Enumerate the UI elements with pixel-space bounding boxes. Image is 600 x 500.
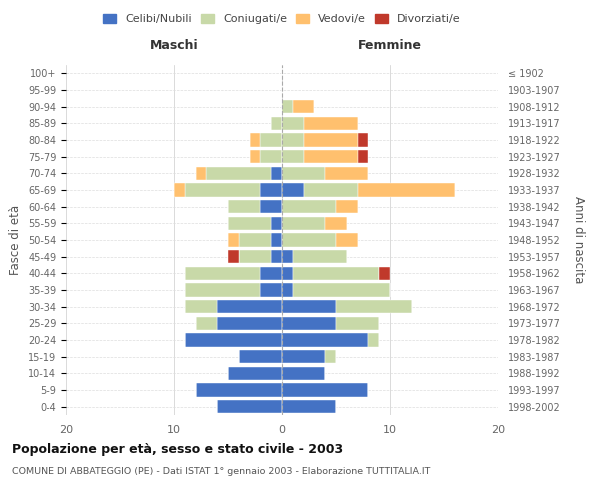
Bar: [185, 334, 282, 346]
Bar: [228, 250, 239, 264]
Bar: [196, 316, 217, 330]
Bar: [282, 250, 293, 264]
Bar: [282, 116, 304, 130]
Bar: [304, 134, 358, 146]
Bar: [282, 350, 325, 364]
Bar: [185, 284, 260, 296]
Bar: [293, 250, 347, 264]
Bar: [293, 266, 379, 280]
Bar: [304, 116, 358, 130]
Bar: [358, 134, 368, 146]
Bar: [282, 200, 336, 213]
Bar: [260, 284, 282, 296]
Bar: [282, 184, 304, 196]
Bar: [271, 166, 282, 180]
Bar: [293, 284, 390, 296]
Bar: [336, 300, 412, 314]
Bar: [228, 216, 271, 230]
Text: Femmine: Femmine: [358, 38, 422, 52]
Bar: [260, 266, 282, 280]
Bar: [358, 150, 368, 164]
Bar: [325, 166, 368, 180]
Bar: [282, 166, 325, 180]
Bar: [260, 150, 282, 164]
Bar: [282, 100, 293, 114]
Y-axis label: Fasce di età: Fasce di età: [10, 205, 22, 275]
Bar: [282, 300, 336, 314]
Text: COMUNE DI ABBATEGGIO (PE) - Dati ISTAT 1° gennaio 2003 - Elaborazione TUTTITALIA: COMUNE DI ABBATEGGIO (PE) - Dati ISTAT 1…: [12, 468, 430, 476]
Bar: [217, 316, 282, 330]
Bar: [304, 184, 358, 196]
Text: Maschi: Maschi: [149, 38, 199, 52]
Bar: [336, 234, 358, 246]
Bar: [282, 150, 304, 164]
Bar: [206, 166, 271, 180]
Bar: [293, 100, 314, 114]
Text: Popolazione per età, sesso e stato civile - 2003: Popolazione per età, sesso e stato civil…: [12, 442, 343, 456]
Bar: [282, 400, 336, 413]
Bar: [379, 266, 390, 280]
Bar: [271, 116, 282, 130]
Bar: [185, 266, 260, 280]
Bar: [239, 234, 271, 246]
Bar: [260, 200, 282, 213]
Bar: [185, 184, 260, 196]
Bar: [282, 334, 368, 346]
Bar: [336, 316, 379, 330]
Bar: [239, 350, 282, 364]
Bar: [250, 134, 260, 146]
Bar: [260, 134, 282, 146]
Bar: [282, 216, 325, 230]
Bar: [282, 266, 293, 280]
Bar: [239, 250, 271, 264]
Bar: [228, 200, 260, 213]
Bar: [282, 284, 293, 296]
Bar: [217, 400, 282, 413]
Bar: [368, 334, 379, 346]
Bar: [336, 200, 358, 213]
Bar: [271, 216, 282, 230]
Bar: [304, 150, 358, 164]
Bar: [250, 150, 260, 164]
Bar: [185, 300, 217, 314]
Bar: [196, 384, 282, 396]
Bar: [271, 250, 282, 264]
Bar: [358, 184, 455, 196]
Bar: [325, 216, 347, 230]
Legend: Celibi/Nubili, Coniugati/e, Vedovi/e, Divorziati/e: Celibi/Nubili, Coniugati/e, Vedovi/e, Di…: [100, 10, 464, 28]
Bar: [217, 300, 282, 314]
Bar: [282, 384, 368, 396]
Bar: [174, 184, 185, 196]
Y-axis label: Anni di nascita: Anni di nascita: [572, 196, 585, 284]
Bar: [271, 234, 282, 246]
Bar: [282, 234, 336, 246]
Bar: [228, 366, 282, 380]
Bar: [282, 316, 336, 330]
Bar: [325, 350, 336, 364]
Bar: [282, 366, 325, 380]
Bar: [282, 134, 304, 146]
Bar: [228, 234, 239, 246]
Bar: [196, 166, 206, 180]
Bar: [260, 184, 282, 196]
